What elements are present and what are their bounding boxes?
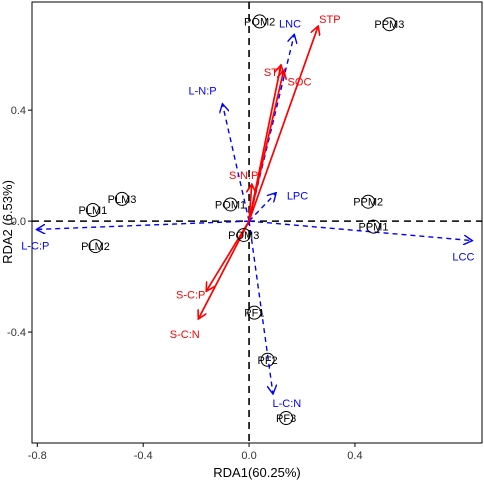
soil-arrow-s-c-n <box>199 220 250 318</box>
site-point-ppm2 <box>361 194 376 209</box>
site-label-pf3: PF3 <box>276 413 296 425</box>
site-label-ppm3: PPM3 <box>374 19 404 31</box>
site-label-pf1: PF1 <box>244 308 264 320</box>
y-tick-label: 0.0 <box>11 216 26 228</box>
soil-arrow-label-soc: SOC <box>288 76 312 88</box>
site-label-pf2: PF2 <box>257 355 277 367</box>
site-label-pom3: POM3 <box>228 230 259 242</box>
x-tick-label: 0.4 <box>347 450 362 462</box>
x-tick-label: -0.4 <box>134 450 153 462</box>
plot-panel <box>31 1 483 444</box>
leaf-arrow-label-lnc: LNC <box>279 18 301 30</box>
x-axis: -0.8 -0.4 0.0 0.4 <box>28 443 363 462</box>
site-label-plm2: PLM2 <box>81 241 110 253</box>
site-label-ppm1: PPM1 <box>358 222 388 234</box>
site-point-plm1 <box>85 203 100 218</box>
y-tick-label: 0.4 <box>11 105 26 117</box>
site-label-plm1: PLM1 <box>79 205 108 217</box>
site-point-ppm3 <box>382 17 397 32</box>
leaf-arrow-l-c-n <box>248 221 273 393</box>
y-axis: -0.4 0.0 0.4 <box>7 105 32 339</box>
site-label-pom2: POM2 <box>244 16 275 28</box>
soil-arrow-label-stp: STP <box>319 14 340 26</box>
site-point-pf3 <box>279 411 294 426</box>
soil-arrow-s-n-p <box>249 185 252 222</box>
site-point-pf2 <box>260 352 275 367</box>
x-axis-title: RDA1(60.25%) <box>213 465 300 480</box>
y-tick-label: -0.4 <box>7 327 26 339</box>
leaf-arrow-l-n-p <box>223 105 250 222</box>
x-tick-label: -0.8 <box>28 450 47 462</box>
leaf-arrow-lcc <box>248 220 471 240</box>
site-label-ppm2: PPM2 <box>353 197 383 209</box>
leaf-arrow-label-l-c-n: L-C:N <box>273 398 302 410</box>
site-point-pf1 <box>247 305 262 320</box>
site-point-plm3 <box>115 191 129 206</box>
site-point-pom1 <box>223 197 238 212</box>
leaf-arrow-label-l-c-p: L-C:P <box>21 240 49 252</box>
site-point-ppm1 <box>366 219 381 234</box>
soil-arrow-label-s-c-p: S-C:P <box>176 289 205 301</box>
y-axis-title: RDA2 (6.53%) <box>0 180 15 264</box>
leaf-arrow-label-l-n-p: L-N:P <box>189 86 217 98</box>
soil-arrow-s-c-p <box>207 220 250 290</box>
soil-arrow-label-s-c-n: S-C:N <box>170 329 200 341</box>
leaf-arrow-label-lcc: LCC <box>452 252 474 264</box>
soil-arrow-stp <box>248 27 318 222</box>
site-point-pom3 <box>236 227 251 242</box>
soil-arrow-label-s-n-p: S-N:P <box>229 170 258 182</box>
site-label-pom1: POM1 <box>215 199 246 211</box>
site-point-plm2 <box>88 239 103 254</box>
leaf-arrow-lpc <box>248 193 275 222</box>
leaf-arrow-label-lpc: LPC <box>287 190 308 202</box>
site-label-plm3: PLM3 <box>108 194 137 206</box>
site-point-pom2 <box>252 14 267 29</box>
soil-arrow-soc <box>248 71 283 222</box>
x-tick-label: 0.0 <box>241 450 256 462</box>
